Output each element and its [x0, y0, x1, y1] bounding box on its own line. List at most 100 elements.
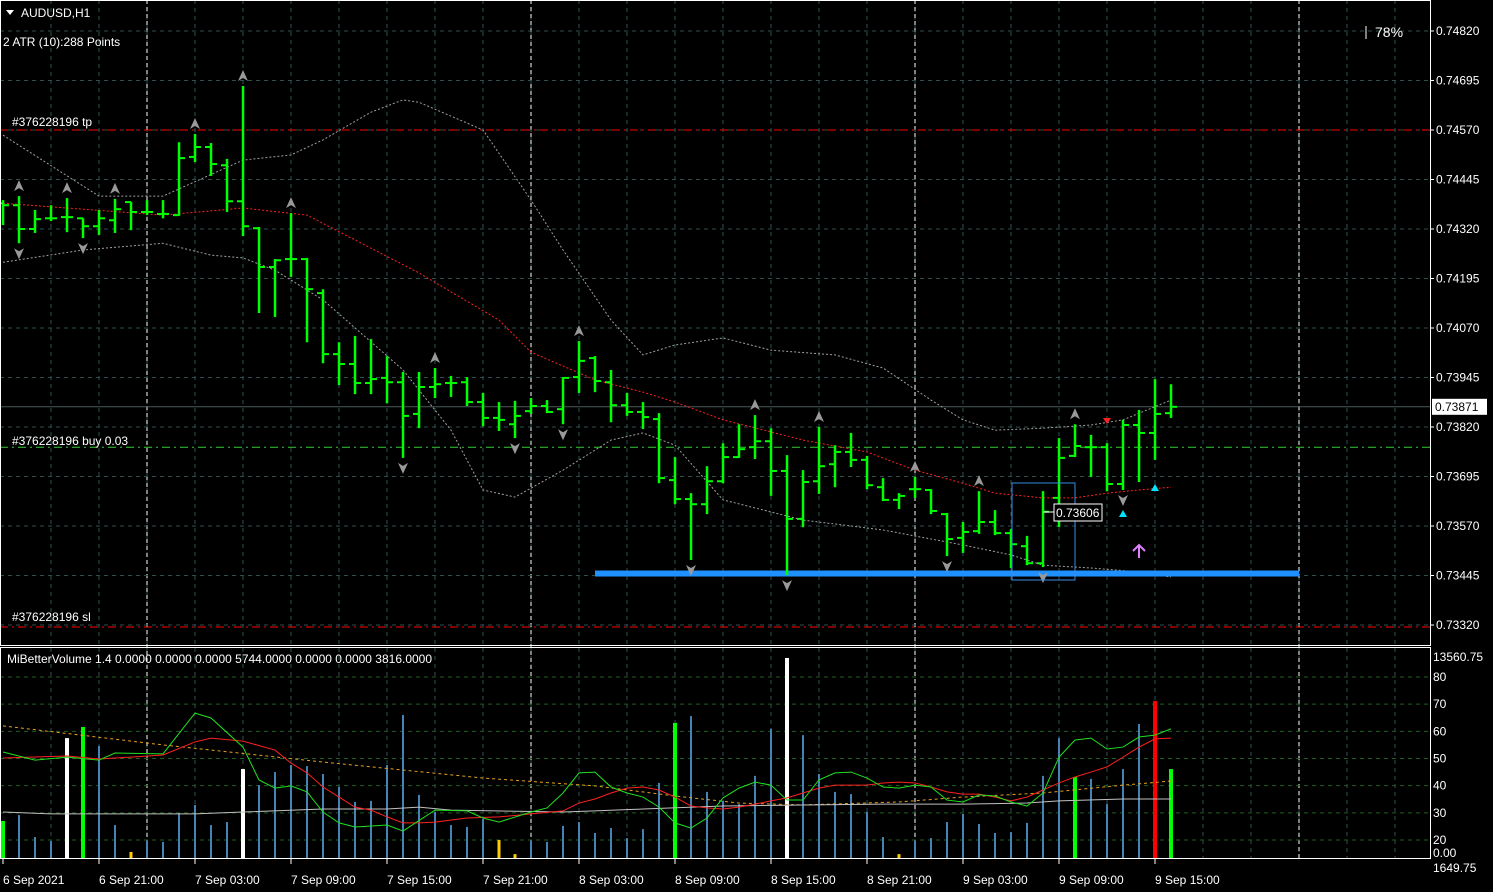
ohlc-bar	[669, 457, 681, 505]
fractal-down-icon	[14, 248, 24, 260]
ohlc-bar	[237, 86, 249, 237]
time-tick-label: 9 Sep 03:00	[963, 873, 1028, 887]
ohlc-bar	[285, 213, 297, 277]
ohlc-bar	[957, 522, 969, 553]
ohlc-bar	[29, 209, 41, 233]
ohlc-bar	[1037, 491, 1049, 568]
ohlc-bar	[925, 488, 937, 515]
dropdown-triangle-icon[interactable]	[6, 10, 14, 15]
fractal-down-icon	[78, 243, 88, 255]
tp-line-label: #376228196 tp	[12, 115, 92, 129]
volume-bar	[1106, 804, 1108, 858]
ohlc-bar	[701, 466, 713, 515]
time-tick-label: 6 Sep 2021	[3, 873, 65, 887]
volume-bar	[785, 657, 789, 858]
volume-bar	[1153, 700, 1157, 858]
ohlc-bar	[1005, 529, 1017, 568]
ohlc-bar	[573, 341, 585, 393]
volume-bar	[850, 794, 852, 858]
ohlc-bar	[621, 392, 633, 416]
support-line	[595, 570, 1299, 577]
volume-bar	[418, 794, 420, 858]
ohlc-bar	[813, 427, 825, 494]
price-tick-label: 0.73570	[1436, 519, 1480, 533]
price-tick-label: 0.73945	[1436, 371, 1480, 385]
volume-bar	[274, 772, 276, 858]
volume-bar	[194, 804, 196, 858]
volume-bar	[146, 841, 148, 858]
volume-bar	[306, 766, 308, 858]
volume-bar	[1058, 738, 1060, 858]
ohlc-bar	[445, 375, 457, 397]
fractal-up-icon	[110, 182, 120, 194]
volume-bar	[98, 745, 100, 858]
fractal-down-icon	[558, 429, 568, 441]
ohlc-bar	[477, 392, 489, 427]
ohlc-bar	[973, 491, 985, 534]
price-tick-label: 0.74320	[1436, 222, 1480, 236]
volume-bar	[946, 822, 948, 858]
volume-bar	[546, 841, 548, 858]
volume-bar	[450, 825, 452, 858]
fractal-up-icon	[814, 411, 824, 422]
volume-bar	[1169, 769, 1173, 858]
volume-bar	[1090, 778, 1092, 858]
price-tick-label: 0.73320	[1436, 618, 1480, 632]
volume-red-line	[2, 737, 1172, 824]
fractal-down-icon	[398, 462, 408, 474]
volume-bar	[1, 820, 5, 858]
time-tick-label: 8 Sep 21:00	[867, 873, 932, 887]
time-tick-label: 9 Sep 09:00	[1059, 873, 1124, 887]
ohlc-bar	[93, 209, 105, 235]
volume-bar	[978, 823, 980, 858]
volume-bar	[513, 854, 517, 858]
ohlc-bar	[557, 376, 569, 425]
ohlc-bar	[749, 415, 761, 460]
lower-band-line	[2, 242, 1172, 578]
price-tick-label: 0.74445	[1436, 173, 1480, 187]
ohlc-bar	[989, 510, 1001, 536]
volume-level-label: 80	[1433, 670, 1447, 684]
buy-signal-icon	[1151, 484, 1159, 491]
current-price-label: 0.73871	[1435, 400, 1479, 414]
volume-bar	[706, 791, 708, 858]
fractal-up-icon	[574, 325, 584, 337]
volume-bar	[562, 825, 564, 858]
ohlc-bar	[333, 342, 345, 386]
volume-bar	[114, 825, 116, 858]
price-panel: 0.73606	[0, 70, 1430, 628]
volume-bar	[178, 813, 180, 858]
time-tick-label: 7 Sep 09:00	[291, 873, 356, 887]
volume-scale-top: 13560.75	[1433, 650, 1483, 664]
ohlc-bar	[1165, 384, 1177, 418]
volume-bar	[594, 832, 596, 858]
volume-bar	[866, 812, 868, 858]
ohlc-bar	[1085, 434, 1097, 477]
ohlc-bar	[733, 424, 745, 459]
volume-bar	[610, 828, 612, 858]
ohlc-bar	[637, 402, 649, 429]
ohlc-bar	[45, 205, 57, 222]
time-tick-label: 8 Sep 03:00	[579, 873, 644, 887]
zoom-percent: 78%	[1375, 24, 1403, 40]
time-tick-label: 6 Sep 21:00	[99, 873, 164, 887]
ohlc-bar	[365, 339, 377, 395]
time-tick-label: 8 Sep 09:00	[675, 873, 740, 887]
ohlc-bar	[141, 200, 153, 216]
time-tick-label: 9 Sep 15:00	[1155, 873, 1220, 887]
volume-level-label: 70	[1433, 697, 1447, 711]
sell-signal-icon	[1103, 418, 1111, 424]
ohlc-bar	[269, 259, 281, 317]
volume-bar	[930, 838, 932, 858]
fractal-up-icon	[974, 475, 984, 487]
ohlc-bar	[941, 512, 953, 557]
ohlc-bar	[861, 455, 873, 490]
price-tick-label: 0.73695	[1436, 470, 1480, 484]
volume-bar	[1042, 775, 1044, 858]
ohlc-bar	[1101, 443, 1113, 492]
ohlc-bar	[685, 493, 697, 561]
volume-level-label: 30	[1433, 806, 1447, 820]
buy-line-label: #376228196 buy 0.03	[12, 434, 128, 448]
